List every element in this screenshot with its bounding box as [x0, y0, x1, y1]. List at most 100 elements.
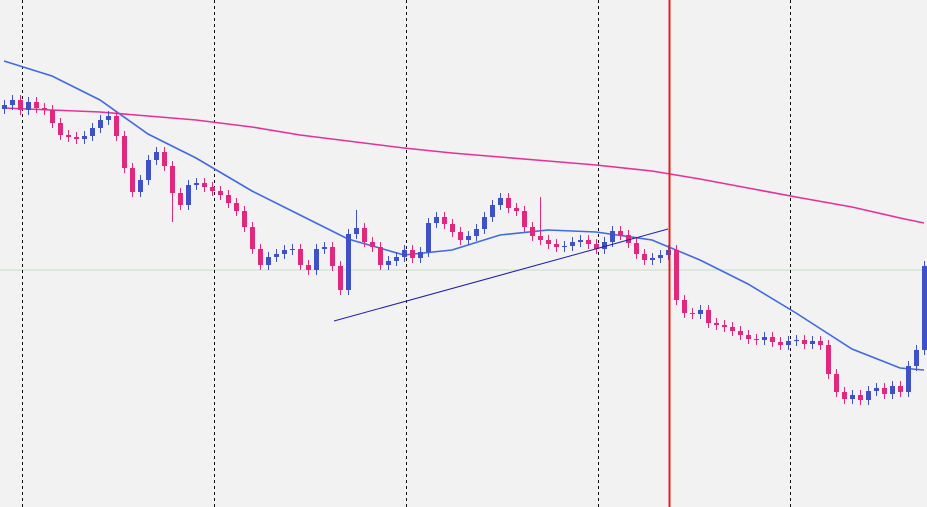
candle-body — [306, 265, 311, 270]
candle-body — [210, 187, 215, 191]
candle-body — [74, 137, 79, 139]
candle-body — [562, 246, 567, 247]
candle-body — [98, 120, 103, 128]
candle-body — [866, 391, 871, 400]
candle-body — [114, 116, 119, 136]
candle-body — [922, 266, 927, 350]
candle-body — [610, 231, 615, 242]
candle-body — [858, 395, 863, 400]
candle-body — [714, 323, 719, 325]
candle-body — [338, 266, 343, 290]
candle-body — [218, 191, 223, 195]
candle-body — [650, 258, 655, 260]
candle-body — [682, 300, 687, 313]
candle-body — [26, 102, 31, 110]
candle-body — [882, 388, 887, 394]
candle-body — [458, 232, 463, 240]
candle-body — [370, 242, 375, 247]
candle-body — [690, 313, 695, 314]
candle-body — [154, 152, 159, 160]
candle-body — [146, 160, 151, 180]
candle-body — [434, 217, 439, 223]
candle-body — [274, 254, 279, 257]
candle-body — [906, 366, 911, 392]
candle-body — [386, 261, 391, 265]
candle-body — [322, 247, 327, 249]
candle-body — [330, 247, 335, 266]
candle-body — [770, 337, 775, 342]
candle-body — [346, 234, 351, 290]
candle-body — [50, 110, 55, 123]
candle-body — [2, 105, 7, 109]
candle-body — [602, 242, 607, 249]
candle-body — [642, 254, 647, 260]
candle-body — [826, 345, 831, 374]
candle-body — [658, 255, 663, 258]
candle-body — [762, 337, 767, 340]
candle-body — [482, 217, 487, 229]
candle-body — [890, 386, 895, 394]
candle-body — [234, 203, 239, 211]
candle-body — [874, 388, 879, 391]
moving-average-line — [3, 107, 925, 224]
candle-body — [818, 341, 823, 345]
candle-body — [554, 244, 559, 247]
candle-body — [530, 227, 535, 236]
candle-body — [778, 342, 783, 345]
candle-body — [82, 136, 87, 139]
candle-body — [898, 386, 903, 392]
moving-average-line — [3, 60, 925, 371]
candle-body — [802, 340, 807, 344]
candle-body — [258, 249, 263, 265]
candle-body — [186, 185, 191, 205]
candle-body — [130, 168, 135, 192]
candle-body — [402, 250, 407, 257]
candle-body — [194, 183, 199, 185]
candle-body — [122, 136, 127, 168]
candle-body — [514, 208, 519, 211]
candle-body — [162, 152, 167, 166]
candle-body — [442, 217, 447, 224]
candle-body — [362, 228, 367, 242]
candle-body — [226, 195, 231, 203]
candle-body — [578, 240, 583, 242]
candle-body — [538, 236, 543, 240]
candle-body — [474, 229, 479, 236]
candle-body — [618, 231, 623, 235]
candle-body — [298, 249, 303, 265]
candle-body — [58, 123, 63, 135]
candle-body — [738, 331, 743, 335]
candle-body — [18, 100, 23, 110]
trend-line — [333, 228, 669, 322]
candle-body — [314, 249, 319, 270]
candle-body — [10, 100, 15, 105]
candle-body — [850, 395, 855, 399]
candle-body — [626, 235, 631, 243]
candle-body — [266, 257, 271, 265]
candle-body — [746, 335, 751, 339]
candle-body — [754, 339, 759, 340]
candle-body — [354, 228, 359, 234]
candle-body — [178, 193, 183, 205]
candle-body — [450, 224, 455, 232]
plot — [2, 60, 927, 405]
candle-body — [586, 240, 591, 244]
candle-body — [250, 227, 255, 249]
candle-body — [914, 350, 919, 366]
candle-body — [834, 374, 839, 392]
candle-body — [34, 102, 39, 108]
candle-body — [506, 198, 511, 208]
candle-body — [786, 341, 791, 345]
candle-body — [674, 250, 679, 300]
candle-body — [842, 392, 847, 399]
candle-body — [426, 223, 431, 252]
candle-body — [522, 211, 527, 227]
candle-body — [490, 205, 495, 217]
candle-body — [170, 166, 175, 193]
candle-body — [466, 236, 471, 240]
candle-body — [698, 310, 703, 314]
candle-body — [138, 180, 143, 192]
candle-body — [410, 250, 415, 258]
candle-body — [90, 128, 95, 136]
